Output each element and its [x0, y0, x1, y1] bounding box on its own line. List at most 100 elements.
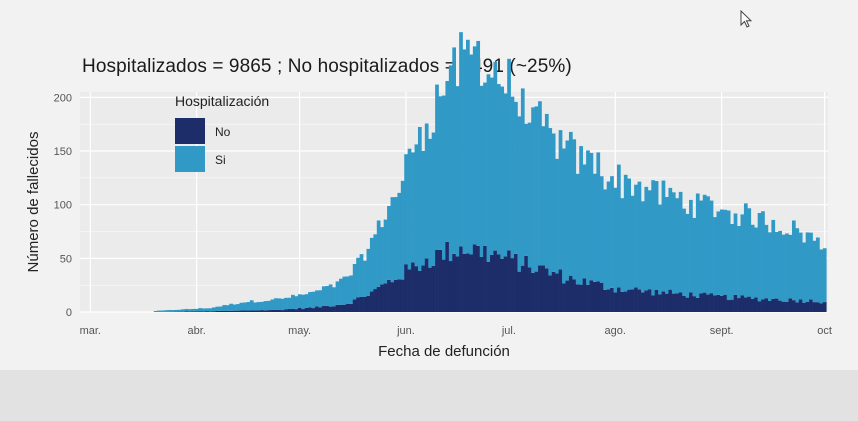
- x-tick-label: ago.: [605, 325, 626, 337]
- y-tick-label: 0: [66, 307, 72, 319]
- bar-si: [483, 82, 487, 246]
- bar-si: [651, 180, 656, 296]
- bar-si: [507, 58, 511, 251]
- bar-si: [373, 234, 378, 290]
- bar-si: [689, 199, 693, 293]
- bar-si: [459, 32, 463, 247]
- bar-no: [599, 282, 604, 312]
- bar-si: [757, 213, 762, 302]
- bar-si: [184, 308, 189, 312]
- x-tick-label: abr.: [187, 325, 205, 337]
- bar-no: [709, 293, 714, 312]
- bar-no: [592, 281, 597, 312]
- bar-no: [551, 271, 556, 312]
- bar-si: [205, 308, 209, 312]
- bar-no: [716, 294, 721, 312]
- bar-no: [260, 310, 264, 312]
- bar-no: [273, 309, 278, 312]
- bar-no: [390, 282, 395, 312]
- bar-si: [174, 309, 179, 312]
- bar-si: [342, 276, 347, 305]
- bar-si: [644, 186, 649, 291]
- bar-no: [363, 297, 367, 312]
- bar-si: [822, 248, 827, 303]
- bar-si: [675, 198, 680, 294]
- bar-si: [363, 260, 367, 298]
- bar-si: [291, 294, 295, 310]
- y-tick-label: 100: [54, 200, 72, 212]
- bar-no: [194, 311, 199, 312]
- bar-si: [500, 86, 505, 259]
- bar-no: [603, 289, 607, 312]
- bar-no: [822, 302, 827, 312]
- bar-no: [675, 293, 680, 312]
- bar-si: [411, 152, 415, 263]
- bar-no: [246, 310, 251, 312]
- bar-no: [387, 279, 391, 312]
- bar-si: [520, 88, 525, 266]
- bar-si: [647, 190, 652, 290]
- bar-si: [383, 219, 388, 284]
- bar-no: [582, 278, 587, 312]
- bar-si: [311, 291, 316, 309]
- bar-si: [424, 123, 429, 259]
- bar-no: [671, 293, 676, 312]
- bar-si: [318, 290, 323, 308]
- bar-no: [620, 291, 625, 312]
- bar-no: [369, 291, 374, 312]
- bar-si: [249, 300, 254, 311]
- bar-si: [153, 310, 158, 312]
- bar-no: [184, 311, 189, 312]
- bar-no: [500, 258, 505, 312]
- bar-si: [654, 181, 659, 290]
- bar-si: [218, 306, 223, 311]
- bar-si: [682, 208, 686, 296]
- bar-no: [771, 298, 776, 312]
- bar-si: [490, 77, 494, 255]
- bar-si: [733, 213, 738, 295]
- bar-si: [562, 148, 566, 284]
- legend-title: Hospitalización: [175, 93, 269, 109]
- bar-no: [445, 241, 450, 312]
- bar-si: [441, 95, 446, 260]
- bar-si: [328, 284, 333, 307]
- bar-si: [181, 309, 185, 312]
- bar-no: [719, 295, 724, 312]
- bar-no: [359, 296, 364, 312]
- bar-no: [411, 262, 415, 312]
- bar-si: [332, 287, 336, 307]
- bar-si: [726, 210, 731, 301]
- bar-si: [157, 310, 161, 312]
- bar-no: [805, 301, 810, 312]
- bar-si: [709, 200, 714, 294]
- x-axis-ticks: mar. abr. may. jun. jul. ago. sept. oct: [80, 325, 832, 337]
- bar-no: [476, 245, 481, 312]
- bar-si: [544, 113, 549, 269]
- y-tick-label: 50: [60, 253, 72, 265]
- bar-no: [486, 261, 491, 312]
- bar-si: [349, 275, 354, 304]
- bar-si: [558, 130, 563, 270]
- bar-no: [644, 290, 649, 312]
- bar-si: [592, 173, 597, 282]
- bar-si: [421, 150, 426, 266]
- bar-no: [589, 280, 594, 312]
- bar-si: [613, 187, 618, 293]
- bar-no: [441, 259, 446, 312]
- bar-no: [798, 299, 803, 312]
- bar-no: [342, 304, 347, 312]
- bar-si: [345, 276, 350, 304]
- bar-si: [294, 296, 299, 310]
- bar-no: [740, 295, 745, 312]
- bar-no: [208, 311, 213, 312]
- bar-si: [503, 93, 508, 257]
- bar-si: [695, 193, 700, 298]
- bar-no: [191, 311, 196, 312]
- bar-no: [524, 255, 529, 312]
- bar-si: [668, 187, 673, 290]
- bar-si: [568, 131, 573, 276]
- bar-no: [308, 307, 312, 312]
- bar-no: [623, 291, 628, 312]
- x-tick-label: sept.: [710, 325, 734, 337]
- bar-si: [325, 286, 330, 306]
